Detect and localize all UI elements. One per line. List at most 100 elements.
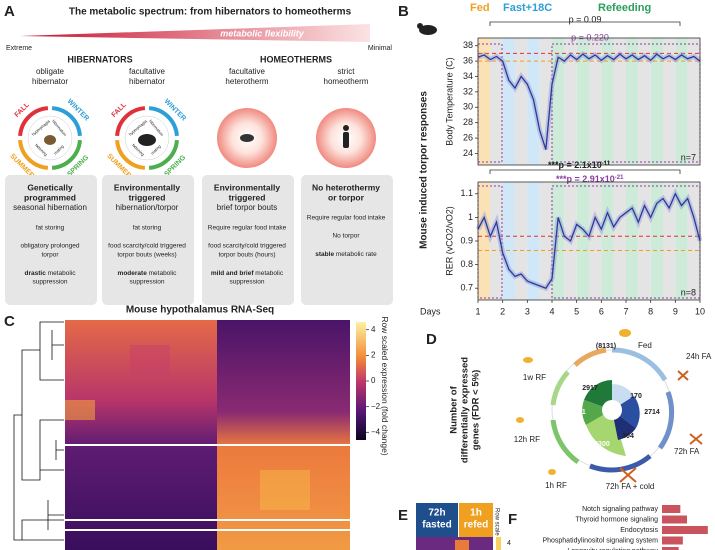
y-tick-label: 36	[463, 55, 473, 65]
phase-label: Refeeding	[598, 2, 651, 14]
side-label: Mouse induced torpor responses	[419, 91, 430, 249]
condition-box	[416, 503, 458, 537]
x-tick-label: 8	[648, 306, 653, 316]
colorbar	[356, 322, 366, 440]
species-type: facultative	[129, 67, 166, 76]
bar	[662, 547, 679, 550]
condition-label: 1h	[470, 508, 482, 519]
p-exponent: -21	[615, 175, 624, 181]
cross-icon	[619, 467, 637, 483]
state-label: 1h RF	[545, 481, 567, 490]
panel-b: B Fed Fast+18C Refeeding Mouse induced t…	[398, 2, 705, 316]
y-tick-label: 0.8	[460, 259, 473, 269]
state-label: 1w RF	[523, 373, 546, 382]
y-axis-label: RER (vCO2/vO2)	[444, 206, 454, 276]
trait-box	[301, 175, 393, 305]
colorbar-tick-label: −4	[371, 427, 381, 436]
x-tick-label: 1	[475, 306, 480, 316]
colorbar-tick-label: 2	[371, 350, 376, 359]
season-label: WINTER	[66, 98, 90, 122]
y-tick-label: 32	[463, 86, 473, 96]
trait-item: torpor bouts (weeks)	[117, 252, 176, 259]
trait-emphasis: suppression	[32, 279, 67, 286]
category-label: Thyroid hormone signaling	[576, 516, 659, 523]
emphasis-word: stable	[315, 251, 334, 258]
panel-a: A The metabolic spectrum: from hibernato…	[4, 3, 393, 305]
y-tick-label: 30	[463, 102, 473, 112]
bar	[662, 526, 708, 534]
mouse-icon	[417, 23, 423, 29]
y-axis-label: Body Temperature (C)	[444, 57, 454, 145]
extreme-label: Extreme	[6, 45, 32, 52]
season-label: SPRING	[66, 154, 90, 178]
bar	[662, 536, 683, 545]
cycle-arrow	[657, 391, 675, 450]
y-tick-label: 34	[463, 71, 473, 81]
species-type: heterotherm	[225, 77, 268, 86]
trait-item: fat storing	[133, 225, 162, 232]
y-tick-label: 26	[463, 132, 473, 142]
gene-count: 10300	[590, 441, 610, 448]
state-label: Fed	[638, 341, 652, 350]
trait-heading: Environmentally	[214, 182, 280, 192]
panel-label: F	[508, 511, 517, 528]
cycle-arrow	[550, 419, 580, 465]
emphasis-word: mild and brief	[211, 270, 254, 277]
mouse-icon	[419, 25, 437, 35]
bracket	[489, 169, 681, 174]
trait-emphasis: moderate metabolic	[118, 270, 178, 277]
phase-label: Fast+18C	[503, 2, 552, 14]
colorbar-tick-label: −2	[371, 402, 381, 411]
p-value: p = 0.09	[569, 14, 602, 24]
trait-box	[5, 175, 97, 305]
data-line	[477, 53, 701, 150]
dendrogram	[13, 321, 64, 541]
season-arc	[148, 139, 179, 170]
panel-f: F Notch signaling pathway Thyroid hormone…	[508, 505, 708, 550]
trait-item: No torpor	[332, 233, 360, 240]
season-arc	[115, 106, 146, 137]
trait-box	[202, 175, 294, 305]
category-label: Endocytosis	[620, 527, 658, 534]
panel-d: D Number of differentially expressed genes…	[426, 329, 712, 491]
x-tick-label: 6	[599, 306, 604, 316]
annotation: n=7	[681, 152, 696, 162]
cross-icon	[689, 433, 703, 445]
cycle-arrow	[611, 347, 668, 382]
season-label: WINTER	[163, 98, 187, 122]
bracket	[489, 21, 681, 26]
species-type: facultative	[229, 67, 266, 76]
emphasis-rest: metabolic	[147, 270, 177, 277]
p-text: ***p = 2.91x10	[556, 174, 615, 184]
y-tick-label: 1	[468, 212, 473, 222]
group-label: HOMEOTHERMS	[260, 54, 332, 64]
panel-label: B	[398, 3, 409, 20]
season-arc	[18, 106, 49, 137]
cycle-arrow	[550, 370, 570, 406]
season-label: SPRING	[163, 154, 187, 178]
colorbar-label: Row scaled expression (fold change)	[380, 316, 390, 456]
heatmap-block	[260, 470, 310, 510]
gene-count: 2917	[582, 385, 598, 392]
food-icon	[548, 469, 556, 475]
trait-subheading: brief torpor bouts	[217, 203, 277, 212]
season-arc	[51, 106, 82, 137]
trait-subheading: hibernation/torpor	[116, 203, 179, 212]
food-icon	[516, 417, 524, 423]
panel-title: The metabolic spectrum: from hibernators…	[69, 7, 352, 18]
trait-heading: programmed	[24, 192, 76, 202]
animal-icon	[44, 135, 56, 145]
species-type: homeotherm	[324, 77, 369, 86]
trait-emphasis: mild and brief metabolic	[211, 270, 284, 277]
emphasis-word: drastic	[25, 270, 47, 277]
y-tick-label: 0.7	[460, 283, 473, 293]
emphasis-rest: metabolic rate	[334, 251, 377, 258]
y-axis-label: differentially expressed	[460, 357, 471, 463]
flexibility-wedge	[20, 24, 370, 42]
species-type: obligate	[36, 67, 65, 76]
panel-label: E	[398, 507, 408, 524]
condition-box	[459, 503, 493, 537]
state-label: 24h FA	[686, 352, 712, 361]
